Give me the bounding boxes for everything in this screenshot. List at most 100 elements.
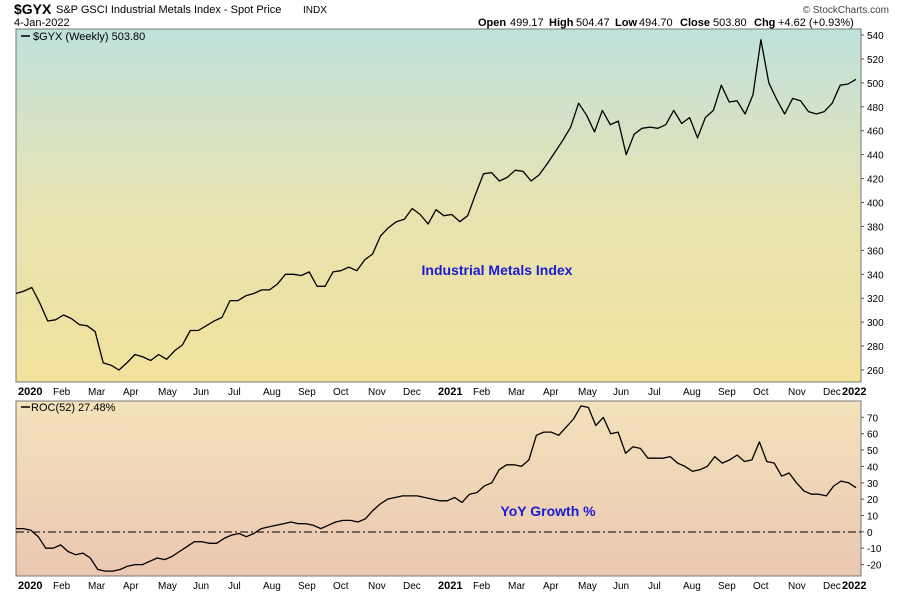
x-tick-label: Oct [753,581,769,592]
y-tick-label: 460 [867,127,884,138]
y-tick-label: -20 [867,561,882,572]
x-tick-label: Jun [193,581,209,592]
x-tick-label: Dec [823,581,841,592]
high-value: 504.47 [576,17,610,29]
close-value: 503.80 [713,17,747,29]
x-tick-label: 2020 [18,386,42,398]
price-x-axis: 2020 Feb Mar Apr May Jun Jul Aug Sep Oct Nov Dec 202… [18,386,866,398]
x-tick-label: Dec [403,387,421,398]
x-tick-label: Apr [123,581,139,592]
low-value: 494.70 [639,17,673,29]
y-tick-label: 320 [867,294,884,305]
x-tick-label: 2021 [438,386,462,398]
exchange: INDX [303,5,327,16]
y-tick-label: 540 [867,31,884,42]
x-tick-label: Sep [718,581,736,592]
y-tick-label: 50 [867,446,879,457]
roc-series-line [16,405,857,572]
x-tick-label: Mar [508,387,526,398]
y-tick-label: 500 [867,79,884,90]
y-tick-label: 380 [867,222,884,233]
x-tick-label: Dec [823,387,841,398]
x-tick-label: Jul [228,387,241,398]
symbol: $GYX [14,1,52,17]
y-tick-label: -10 [867,544,882,555]
x-tick-label: Feb [53,387,71,398]
x-tick-label: Jul [228,581,241,592]
y-tick-label: 70 [867,413,879,424]
y-tick-label: 0 [867,528,873,539]
x-tick-label: Oct [333,387,349,398]
y-tick-label: 360 [867,246,884,257]
low-label: Low [615,17,637,29]
y-tick-label: 520 [867,55,884,66]
y-tick-label: 260 [867,366,884,377]
x-tick-label: Nov [368,387,386,398]
chg-label: Chg [754,17,775,29]
x-tick-label: Dec [403,581,421,592]
x-tick-label: Mar [88,581,106,592]
price-annotation: Industrial Metals Index [422,262,573,278]
y-tick-label: 440 [867,151,884,162]
x-tick-label: 2020 [18,580,42,592]
y-tick-label: 340 [867,270,884,281]
x-tick-label: May [578,387,597,398]
y-tick-label: 280 [867,342,884,353]
x-tick-label: Feb [53,581,71,592]
y-tick-label: 300 [867,318,884,329]
price-panel [15,28,862,383]
x-tick-label: 2022 [842,386,866,398]
x-tick-label: Jun [613,387,629,398]
price-series-line [15,39,857,371]
watermark: © StockCharts.com [803,5,889,16]
x-tick-label: Nov [368,581,386,592]
y-tick-label: 60 [867,430,879,441]
x-tick-label: Aug [263,581,281,592]
x-tick-label: Apr [123,387,139,398]
x-tick-label: 2021 [438,580,462,592]
x-tick-label: Jul [648,387,661,398]
date-label: 4-Jan-2022 [14,17,70,29]
close-label: Close [680,17,710,29]
x-tick-label: Mar [508,581,526,592]
high-label: High [549,17,574,29]
x-tick-label: Oct [333,581,349,592]
x-tick-label: Jun [613,581,629,592]
x-tick-label: Nov [788,387,806,398]
x-tick-label: May [158,387,177,398]
x-tick-label: Oct [753,387,769,398]
y-tick-label: 480 [867,103,884,114]
x-tick-label: Mar [88,387,106,398]
index-name: S&P GSCI Industrial Metals Index - Spot … [56,4,281,16]
x-tick-label: Nov [788,581,806,592]
y-tick-label: 20 [867,495,879,506]
roc-panel [15,400,862,577]
x-tick-label: Sep [298,387,316,398]
x-tick-label: Aug [683,387,701,398]
x-tick-label: Sep [298,581,316,592]
x-tick-label: May [578,581,597,592]
x-tick-label: Feb [473,581,491,592]
ohlc-readout: Open 499.17 High 504.47 Low 494.70 Close… [478,17,854,29]
x-tick-label: Jul [648,581,661,592]
roc-axis: -20 -10 0 10 20 30 40 50 60 70 [861,413,882,572]
x-tick-label: Apr [543,581,559,592]
x-tick-label: Jun [193,387,209,398]
y-tick-label: 10 [867,511,879,522]
y-tick-label: 40 [867,462,879,473]
roc-legend: ROC(52) 27.48% [31,402,116,414]
roc-annotation: YoY Growth % [500,503,596,519]
price-legend: $GYX (Weekly) 503.80 [33,31,145,43]
chg-value: +4.62 (+0.93%) [778,17,854,29]
roc-x-axis: 2020 Feb Mar Apr May Jun Jul Aug Sep Oct Nov Dec 202… [18,580,866,592]
x-tick-label: Apr [543,387,559,398]
x-tick-label: Aug [263,387,281,398]
x-tick-label: Sep [718,387,736,398]
x-tick-label: Feb [473,387,491,398]
y-tick-label: 30 [867,479,879,490]
x-tick-label: 2022 [842,580,866,592]
open-value: 499.17 [510,17,544,29]
price-axis: 260 280 300 320 340 360 380 400 420 440 460 480 500 5… [861,31,884,377]
open-label: Open [478,17,506,29]
